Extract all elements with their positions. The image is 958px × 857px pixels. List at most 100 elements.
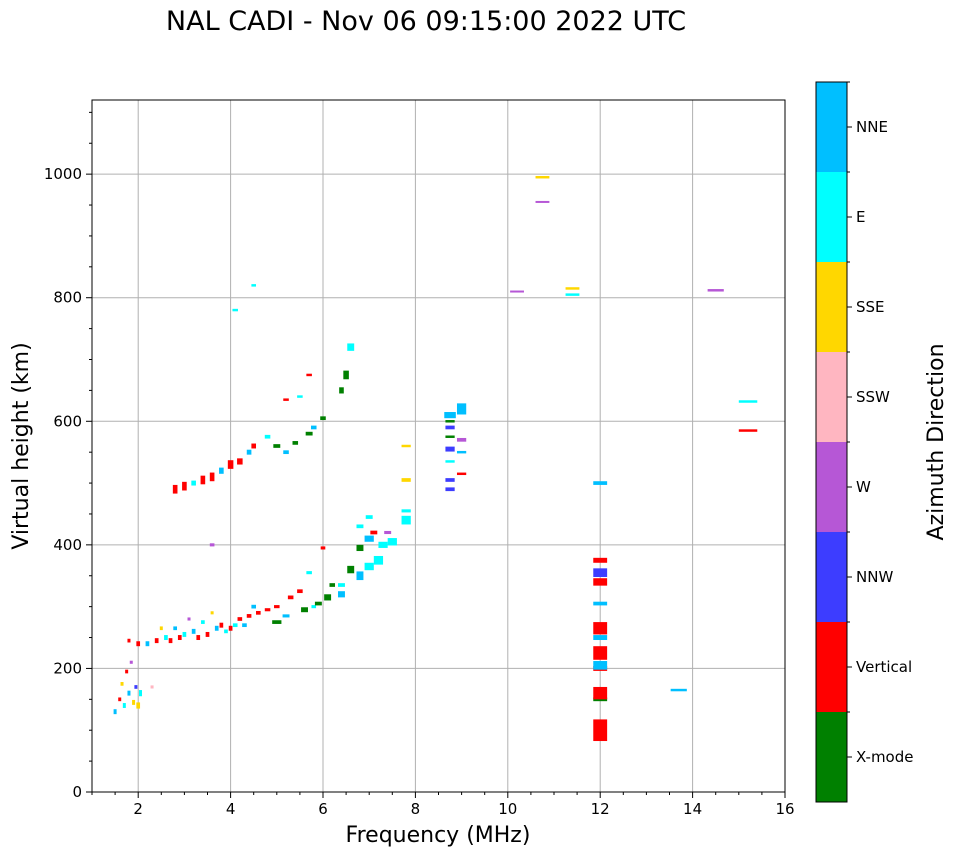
colorbar-title: Azimuth Direction <box>924 343 949 540</box>
colorbar-frame <box>815 81 848 803</box>
echo-point <box>364 562 374 571</box>
echo-point <box>320 546 326 550</box>
echo-point <box>201 620 205 624</box>
echo-point <box>292 441 299 445</box>
echo-point <box>510 290 524 293</box>
echo-point <box>210 611 214 615</box>
echo-point <box>125 669 129 674</box>
echo-point <box>347 565 355 574</box>
echo-point <box>401 478 411 482</box>
echo-point <box>127 638 131 643</box>
echo-point <box>364 535 374 542</box>
x-tick-label: 16 <box>775 800 794 818</box>
grid-lines <box>92 100 786 793</box>
echo-point <box>320 416 326 421</box>
echo-point <box>154 638 159 644</box>
echo-point <box>251 443 257 449</box>
echo-point <box>535 200 550 203</box>
echo-point <box>237 458 243 465</box>
colorbar-label: X-mode <box>856 748 913 766</box>
echo-point <box>242 623 247 628</box>
echo-point <box>172 484 178 494</box>
echo-point <box>232 308 238 312</box>
echo-point <box>132 699 136 705</box>
echo-point <box>129 660 133 664</box>
echo-point <box>445 425 455 430</box>
echo-point <box>297 589 303 594</box>
echo-point <box>593 601 608 606</box>
echo-point <box>264 608 271 612</box>
x-axis-label: Frequency (MHz) <box>346 823 531 848</box>
echo-point <box>593 481 608 485</box>
echo-point <box>445 460 455 463</box>
echo-point <box>209 472 215 482</box>
colorbar-segment <box>816 262 847 352</box>
colorbar-segment <box>816 442 847 532</box>
colorbar-segment <box>816 172 847 262</box>
echo-point <box>191 628 196 634</box>
echo-point <box>456 472 467 476</box>
x-tick-label: 14 <box>683 800 702 818</box>
echo-point <box>177 635 182 641</box>
echo-point <box>593 661 608 670</box>
echo-point <box>283 398 289 401</box>
colorbar-label: Vertical <box>856 658 912 676</box>
echo-point <box>593 686 608 700</box>
echo-point <box>456 403 467 415</box>
echo-point <box>301 607 308 613</box>
colorbar-label: W <box>856 478 871 496</box>
y-tick-label: 600 <box>53 412 82 430</box>
colorbar-segment <box>816 82 847 172</box>
echo-point <box>283 450 289 455</box>
echo-point <box>232 623 238 628</box>
colorbar-label: NNE <box>856 118 888 136</box>
echo-point <box>127 690 131 696</box>
echo-point <box>173 626 178 631</box>
echo-point <box>251 284 257 287</box>
echo-point <box>209 543 215 547</box>
echo-point <box>182 631 187 637</box>
echo-point <box>329 583 336 587</box>
echo-point <box>343 370 349 380</box>
y-tick-label: 200 <box>53 659 82 677</box>
echo-point <box>593 578 608 586</box>
echo-point <box>401 444 411 448</box>
colorbar-segment <box>816 352 847 442</box>
echo-point <box>593 719 608 742</box>
echo-point <box>214 625 219 631</box>
x-tick-label: 2 <box>133 800 143 818</box>
echo-point <box>310 425 317 430</box>
echo-point <box>378 541 388 548</box>
colorbar-label: SSW <box>856 388 890 406</box>
echo-point <box>456 437 467 442</box>
echo-point <box>118 697 122 702</box>
echo-point <box>228 625 233 631</box>
echo-point <box>182 481 187 491</box>
colorbar-label: NNW <box>856 568 893 586</box>
echo-point <box>365 515 373 519</box>
echo-point <box>373 555 384 565</box>
echo-point <box>145 641 150 647</box>
echo-point <box>445 487 455 492</box>
colorbar-segment <box>816 532 847 622</box>
echo-point <box>738 400 758 403</box>
echo-point <box>191 480 196 486</box>
echo-point <box>324 594 332 601</box>
colorbar-label: E <box>856 208 865 226</box>
echo-point <box>444 412 456 419</box>
x-tick-label: 4 <box>226 800 236 818</box>
echo-point <box>134 685 138 689</box>
y-tick-label: 400 <box>53 536 82 554</box>
echo-point <box>356 544 364 552</box>
echo-point <box>593 568 608 577</box>
echo-point <box>196 635 201 641</box>
echo-point <box>356 524 364 529</box>
echo-point <box>246 614 252 618</box>
echo-point <box>306 571 312 575</box>
echo-point <box>347 343 355 351</box>
echo-point <box>282 614 290 618</box>
echo-point <box>219 622 224 628</box>
echo-point <box>445 420 455 423</box>
echo-point <box>593 557 608 563</box>
